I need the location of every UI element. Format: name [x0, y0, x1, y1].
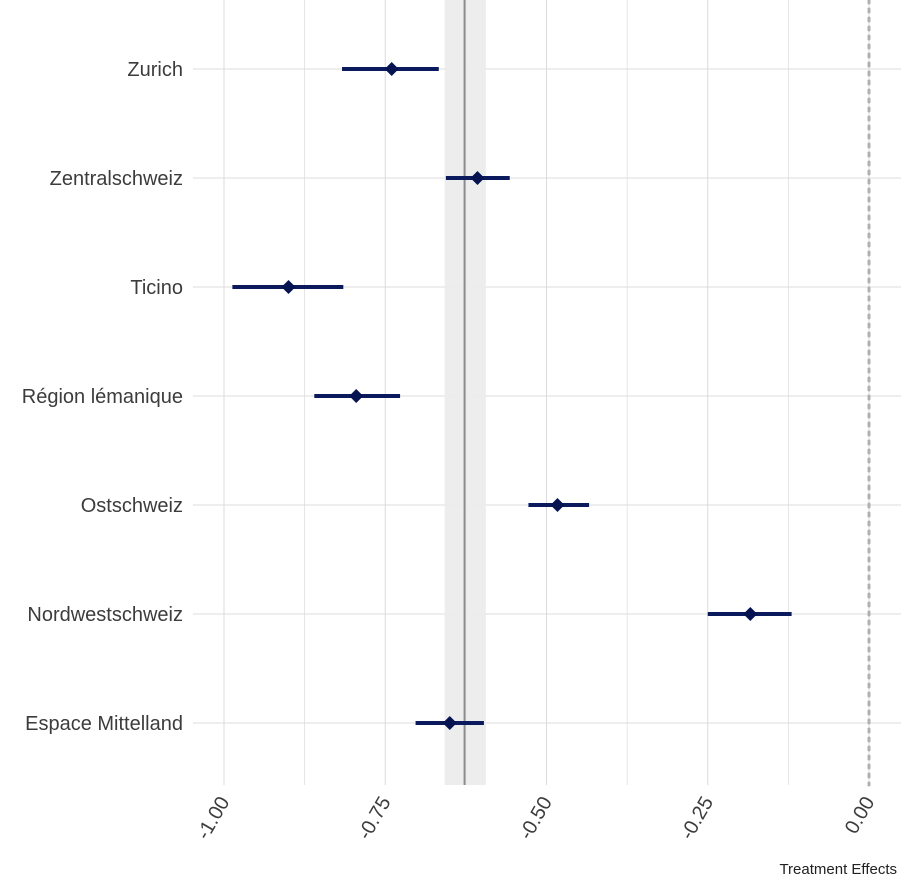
x-axis-title: Treatment Effects: [779, 861, 897, 876]
x-tick-label: 0.00: [841, 793, 880, 838]
category-label: Zentralschweiz: [50, 168, 183, 190]
category-labels: Zurich Zentralschweiz Ticino Région lémaniq…: [22, 59, 183, 735]
point-estimate: [385, 62, 399, 76]
point-estimate: [349, 389, 363, 403]
point-estimate: [743, 607, 757, 621]
reference-layer: [445, 0, 869, 785]
x-tick-label: -0.25: [676, 793, 718, 843]
x-tick-label: -1.00: [193, 793, 235, 843]
x-tick-label: -0.75: [354, 793, 396, 843]
category-label: Zurich: [127, 59, 183, 81]
point-estimate: [550, 498, 564, 512]
grid-lines: [193, 0, 901, 785]
x-tick-label: -0.50: [515, 793, 557, 843]
category-label: Ticino: [130, 277, 183, 299]
category-label: Région lémanique: [22, 386, 183, 408]
category-label: Espace Mittelland: [25, 713, 183, 735]
x-tick-labels: -1.00 -0.75 -0.50 -0.25 0.00: [193, 793, 880, 843]
category-label: Ostschweiz: [81, 495, 183, 517]
category-label: Nordwestschweiz: [27, 604, 183, 626]
point-estimate: [282, 280, 296, 294]
